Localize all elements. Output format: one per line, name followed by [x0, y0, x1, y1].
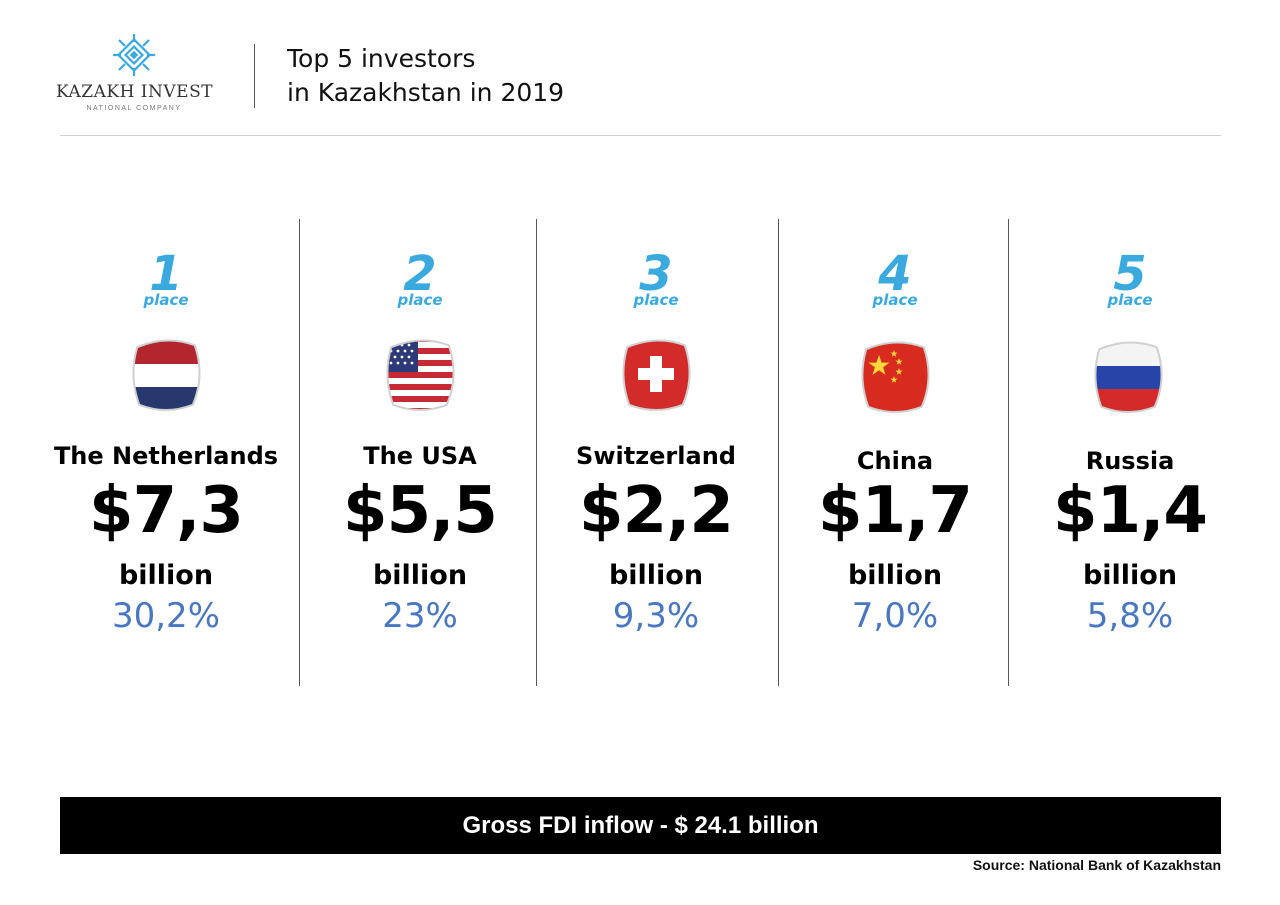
investment-value: $1,4	[1053, 474, 1208, 548]
country-name: The USA	[363, 442, 477, 470]
russia-flag-icon	[1094, 341, 1163, 413]
rank-number: 5	[1113, 246, 1147, 302]
title-line-1: Top 5 investors	[287, 44, 476, 73]
column-separator	[778, 219, 779, 686]
value-unit: billion	[372, 560, 468, 591]
investment-value: $2,2	[579, 474, 734, 548]
investment-value: $1,7	[818, 474, 973, 548]
share-percent: 7,0%	[851, 596, 939, 636]
place-label: place	[872, 291, 918, 309]
page-title: Top 5 investors in Kazakhstan in 2019	[287, 42, 564, 110]
value-unit: billion	[118, 560, 214, 591]
investor-column-1: 1 place The Netherlands $7,3 billion 30,…	[40, 250, 292, 650]
column-separator	[299, 219, 300, 686]
place-label: place	[397, 291, 443, 309]
column-separator	[536, 219, 537, 686]
brand-name: KAZAKH INVEST	[56, 82, 214, 102]
share-percent: 30,2%	[111, 596, 220, 636]
value-unit: billion	[608, 560, 704, 591]
brand-logo: KAZAKH INVEST NATIONAL COMPANY	[56, 32, 214, 112]
diamond-ornament-icon	[113, 34, 155, 76]
brand-subtitle: NATIONAL COMPANY	[86, 105, 182, 112]
column-separator	[1008, 219, 1009, 686]
country-name: The Netherlands	[53, 442, 279, 470]
investor-column-5: 5 place Russia $1,4 billion 5,8%	[1020, 250, 1240, 650]
country-name: Switzerland	[576, 442, 736, 470]
source-note: Source: National Bank of Kazakhstan	[972, 857, 1221, 873]
usa-flag-icon	[386, 339, 455, 411]
title-line-2: in Kazakhstan in 2019	[287, 78, 565, 107]
rank-number: 1	[149, 246, 183, 302]
china-flag-icon	[861, 341, 930, 413]
place-label: place	[633, 291, 679, 309]
investment-value: $7,3	[89, 474, 244, 548]
country-name: Russia	[1085, 447, 1175, 475]
rank-number: 3	[639, 246, 673, 302]
share-percent: 9,3%	[612, 596, 700, 636]
rank-number: 2	[403, 246, 437, 302]
netherlands-flag-icon	[132, 339, 201, 411]
investor-column-3: 3 place Switzerland $2,2 billion 9,3%	[546, 250, 766, 650]
header-rule	[60, 135, 1221, 136]
gross-fdi-banner: Gross FDI inflow - $ 24.1 billion	[60, 797, 1221, 854]
value-unit: billion	[847, 560, 943, 591]
investor-column-4: 4 place China $1,7 billion 7,0%	[786, 250, 1004, 650]
value-unit: billion	[1082, 560, 1178, 591]
country-name: China	[856, 447, 934, 475]
investment-value: $5,5	[343, 474, 498, 548]
switzerland-flag-icon	[622, 339, 691, 411]
place-label: place	[1107, 291, 1153, 309]
share-percent: 5,8%	[1086, 596, 1174, 636]
place-label: place	[143, 291, 189, 309]
share-percent: 23%	[382, 596, 458, 636]
rank-number: 4	[878, 246, 912, 302]
header-divider	[254, 44, 255, 108]
investor-column-2: 2 place The USA $5,5 billion 23%	[310, 250, 530, 650]
